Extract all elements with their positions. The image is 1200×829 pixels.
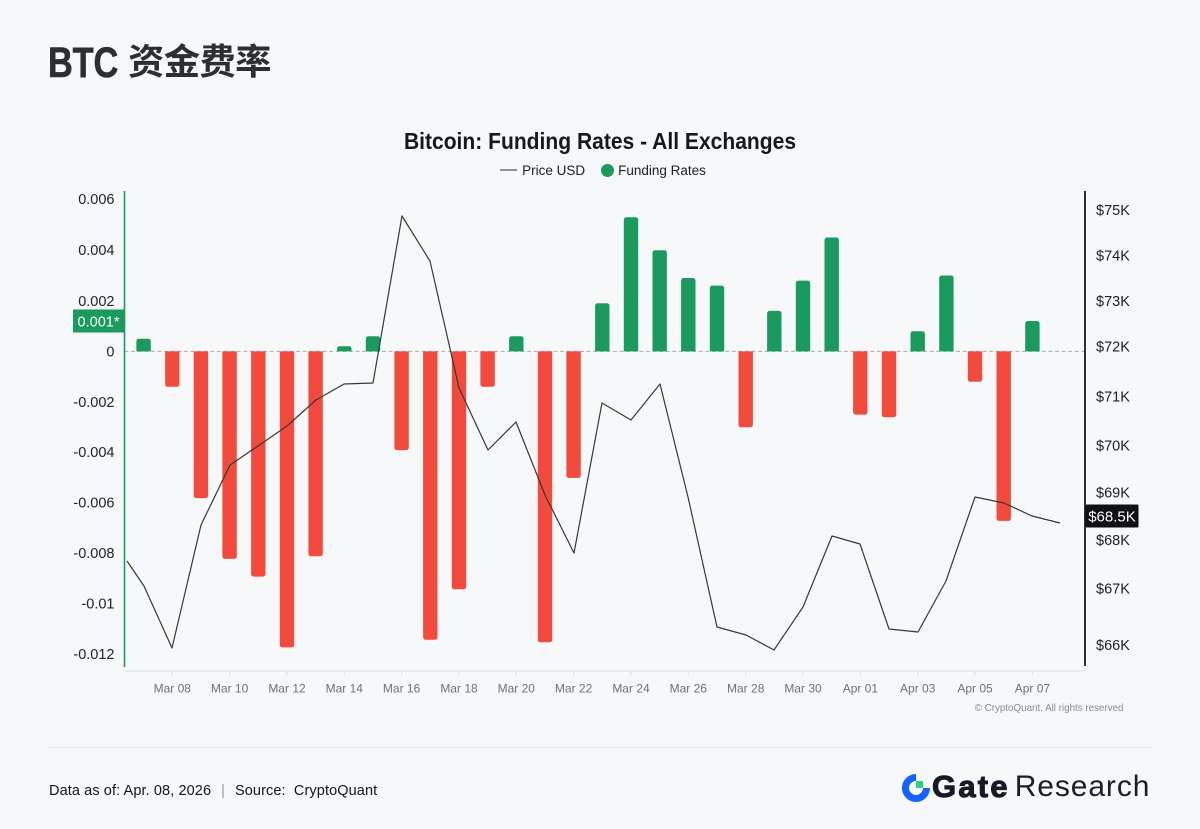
svg-text:Apr 01: Apr 01 xyxy=(843,681,879,695)
svg-text:-0.002: -0.002 xyxy=(73,395,114,411)
svg-text:Mar 08: Mar 08 xyxy=(154,681,192,695)
svg-text:-0.012: -0.012 xyxy=(73,647,114,663)
svg-text:0.004: 0.004 xyxy=(78,243,114,259)
svg-text:-0.008: -0.008 xyxy=(73,546,114,562)
svg-text:$69K: $69K xyxy=(1096,486,1130,502)
svg-text:Mar 26: Mar 26 xyxy=(670,681,708,695)
svg-text:Mar 30: Mar 30 xyxy=(784,681,822,695)
svg-text:Mar 12: Mar 12 xyxy=(268,681,306,695)
svg-text:0: 0 xyxy=(106,345,114,361)
svg-text:-0.01: -0.01 xyxy=(81,597,114,613)
svg-text:Mar 16: Mar 16 xyxy=(383,681,421,695)
svg-text:0.001*: 0.001* xyxy=(78,315,120,331)
svg-text:$66K: $66K xyxy=(1096,638,1130,654)
svg-text:Mar 10: Mar 10 xyxy=(211,681,249,695)
svg-text:Apr 03: Apr 03 xyxy=(900,681,936,695)
svg-text:$73K: $73K xyxy=(1096,294,1130,310)
svg-text:Mar 14: Mar 14 xyxy=(326,681,364,695)
svg-text:Mar 28: Mar 28 xyxy=(727,681,765,695)
svg-text:Mar 18: Mar 18 xyxy=(440,681,478,695)
svg-text:Apr 07: Apr 07 xyxy=(1015,681,1051,695)
svg-text:$71K: $71K xyxy=(1096,390,1130,406)
svg-text:$74K: $74K xyxy=(1096,249,1130,265)
svg-text:© CryptoQuant. All rights rese: © CryptoQuant. All rights reserved xyxy=(975,703,1124,714)
svg-text:-0.006: -0.006 xyxy=(73,496,114,512)
svg-text:Mar 22: Mar 22 xyxy=(555,681,593,695)
svg-text:Mar 24: Mar 24 xyxy=(612,681,650,695)
svg-text:$75K: $75K xyxy=(1096,203,1130,219)
svg-text:Apr 05: Apr 05 xyxy=(957,681,993,695)
svg-text:0.002: 0.002 xyxy=(78,294,114,310)
svg-text:Mar 20: Mar 20 xyxy=(498,681,536,695)
svg-text:$68.5K: $68.5K xyxy=(1088,509,1136,526)
svg-text:0.006: 0.006 xyxy=(78,192,114,208)
svg-text:$72K: $72K xyxy=(1096,340,1130,356)
svg-text:$70K: $70K xyxy=(1096,439,1130,455)
svg-text:-0.004: -0.004 xyxy=(73,445,114,461)
svg-text:$68K: $68K xyxy=(1096,533,1130,549)
svg-text:$67K: $67K xyxy=(1096,582,1130,598)
